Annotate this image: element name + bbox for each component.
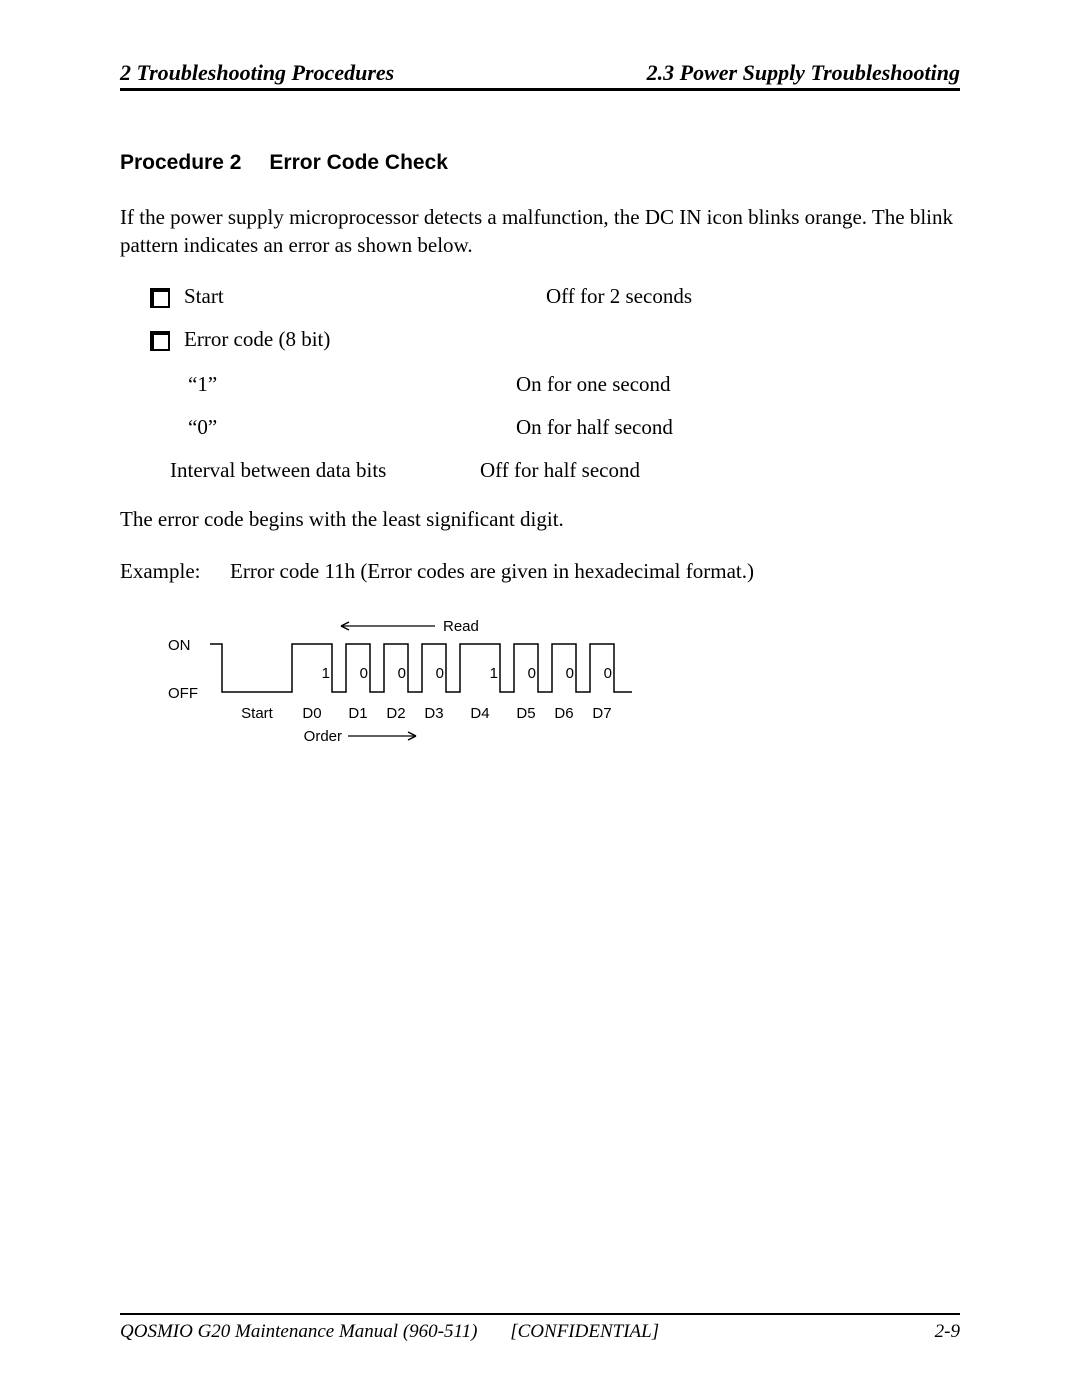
bullet-list: Start Off for 2 seconds Error code (8 bi… xyxy=(150,284,960,352)
procedure-title: Error Code Check xyxy=(269,151,448,174)
svg-text:D6: D6 xyxy=(554,705,573,722)
svg-text:ON: ON xyxy=(168,637,191,654)
svg-text:0: 0 xyxy=(360,665,368,682)
sub-list: “1” On for one second “0” On for half se… xyxy=(188,372,960,483)
svg-text:D0: D0 xyxy=(302,705,321,722)
svg-text:D4: D4 xyxy=(470,705,489,722)
svg-text:D7: D7 xyxy=(592,705,611,722)
page-footer: QOSMIO G20 Maintenance Manual (960-511) … xyxy=(120,1313,960,1343)
note-paragraph: The error code begins with the least sig… xyxy=(120,505,960,533)
example-text: Error code 11h (Error codes are given in… xyxy=(230,559,960,584)
example-row: Example: Error code 11h (Error codes are… xyxy=(120,559,960,584)
sub-label: Interval between data bits xyxy=(170,458,500,483)
bullet-label: Start xyxy=(184,284,546,309)
footer-center: [CONFIDENTIAL] xyxy=(510,1321,659,1343)
bullet-item: Start Off for 2 seconds xyxy=(150,284,960,309)
bullet-value: Off for 2 seconds xyxy=(546,284,960,309)
intro-paragraph: If the power supply microprocessor detec… xyxy=(120,203,960,260)
sub-item: “0” On for half second xyxy=(188,415,960,440)
svg-text:Order: Order xyxy=(304,728,342,745)
sub-label: “1” xyxy=(188,372,516,397)
procedure-number: Procedure 2 xyxy=(120,151,241,174)
timing-diagram: ON OFF 1 0 0 0 1 0 0 0 Start D0 D1 D2 D3 D4 D5 D6 D7 Read Or… xyxy=(160,614,770,764)
sub-value: On for half second xyxy=(516,415,960,440)
svg-text:0: 0 xyxy=(604,665,612,682)
checkbox-icon xyxy=(150,288,170,308)
svg-text:0: 0 xyxy=(528,665,536,682)
footer-left: QOSMIO G20 Maintenance Manual (960-511) xyxy=(120,1321,477,1343)
header-left: 2 Troubleshooting Procedures xyxy=(120,60,394,86)
svg-text:Read: Read xyxy=(443,618,479,635)
bullet-label: Error code (8 bit) xyxy=(184,327,546,352)
svg-text:1: 1 xyxy=(322,665,330,682)
page: 2 Troubleshooting Procedures 2.3 Power S… xyxy=(0,0,1080,1397)
sub-label: “0” xyxy=(188,415,516,440)
header-right: 2.3 Power Supply Troubleshooting xyxy=(647,60,960,86)
svg-text:D5: D5 xyxy=(516,705,535,722)
footer-right: 2-9 xyxy=(935,1321,960,1343)
sub-value: Off for half second xyxy=(480,458,960,483)
procedure-heading: Procedure 2 Error Code Check xyxy=(120,151,960,175)
svg-text:D1: D1 xyxy=(348,705,367,722)
svg-text:0: 0 xyxy=(566,665,574,682)
page-header: 2 Troubleshooting Procedures 2.3 Power S… xyxy=(120,60,960,91)
checkbox-icon xyxy=(150,331,170,351)
example-label: Example: xyxy=(120,559,230,584)
sub-item: “1” On for one second xyxy=(188,372,960,397)
bullet-item: Error code (8 bit) xyxy=(150,327,960,352)
svg-text:0: 0 xyxy=(436,665,444,682)
svg-text:D2: D2 xyxy=(386,705,405,722)
svg-text:OFF: OFF xyxy=(168,685,198,702)
sub-value: On for one second xyxy=(516,372,960,397)
svg-text:1: 1 xyxy=(490,665,498,682)
sub-item: Interval between data bits Off for half … xyxy=(170,458,960,483)
svg-text:D3: D3 xyxy=(424,705,443,722)
svg-text:Start: Start xyxy=(241,705,274,722)
svg-text:0: 0 xyxy=(398,665,406,682)
